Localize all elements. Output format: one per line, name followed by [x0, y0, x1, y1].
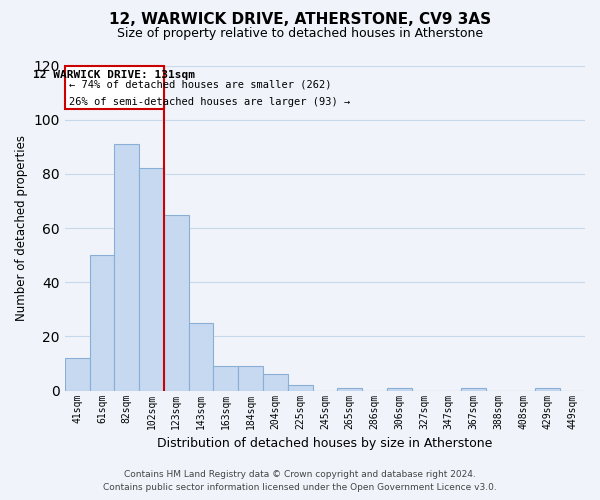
Bar: [461, 388, 486, 390]
Bar: [164, 214, 188, 390]
Bar: [89, 255, 115, 390]
Bar: [214, 366, 238, 390]
Text: 12, WARWICK DRIVE, ATHERSTONE, CV9 3AS: 12, WARWICK DRIVE, ATHERSTONE, CV9 3AS: [109, 12, 491, 28]
FancyBboxPatch shape: [65, 66, 164, 109]
Bar: [263, 374, 288, 390]
Text: Size of property relative to detached houses in Atherstone: Size of property relative to detached ho…: [117, 28, 483, 40]
Bar: [65, 358, 89, 390]
Bar: [535, 388, 560, 390]
X-axis label: Distribution of detached houses by size in Atherstone: Distribution of detached houses by size …: [157, 437, 493, 450]
Text: Contains HM Land Registry data © Crown copyright and database right 2024.
Contai: Contains HM Land Registry data © Crown c…: [103, 470, 497, 492]
Bar: [139, 168, 164, 390]
Text: ← 74% of detached houses are smaller (262): ← 74% of detached houses are smaller (26…: [68, 79, 331, 89]
Text: 26% of semi-detached houses are larger (93) →: 26% of semi-detached houses are larger (…: [68, 96, 350, 106]
Y-axis label: Number of detached properties: Number of detached properties: [15, 135, 28, 321]
Bar: [115, 144, 139, 390]
Text: 12 WARWICK DRIVE: 131sqm: 12 WARWICK DRIVE: 131sqm: [34, 70, 196, 80]
Bar: [238, 366, 263, 390]
Bar: [288, 385, 313, 390]
Bar: [188, 323, 214, 390]
Bar: [337, 388, 362, 390]
Bar: [387, 388, 412, 390]
